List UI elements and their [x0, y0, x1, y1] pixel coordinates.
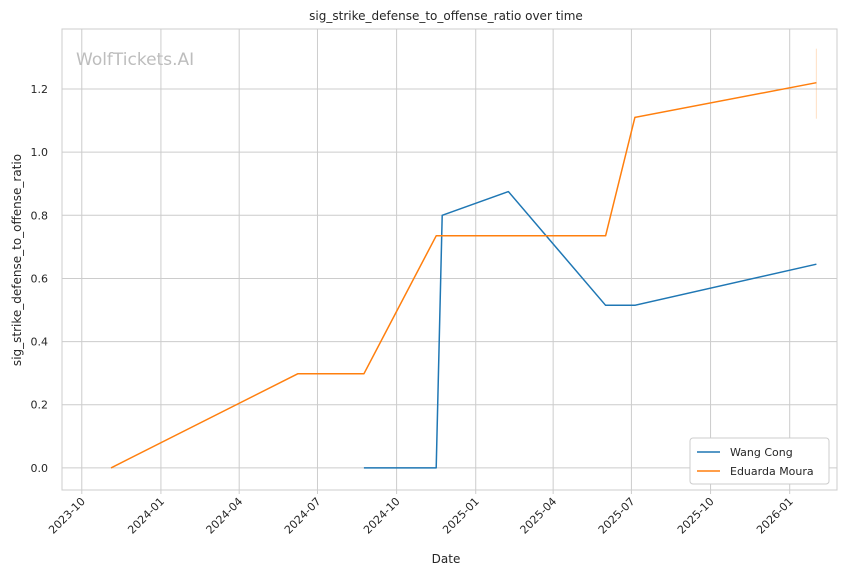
legend-label: Eduarda Moura: [730, 465, 814, 478]
legend: Wang Cong Eduarda Moura: [689, 437, 830, 485]
y-axis-label: sig_strike_defense_to_offense_ratio: [10, 154, 24, 366]
y-tick-label: 1.0: [31, 146, 49, 159]
y-tick-label: 0.8: [31, 209, 49, 222]
watermark: WolfTickets.AI: [76, 50, 194, 70]
y-tick-label: 0.2: [31, 399, 49, 412]
x-axis-label: Date: [432, 552, 461, 566]
grid: [62, 29, 837, 490]
legend-label: Wang Cong: [730, 446, 793, 459]
y-tick-label: 0.0: [31, 462, 49, 475]
series-line-2: [110, 81, 817, 469]
y-tick-label: 0.4: [31, 336, 49, 349]
y-tick-label: 1.2: [31, 83, 49, 96]
series-lines: [110, 48, 817, 469]
y-axis-ticks: 0.0 0.2 0.4 0.6 0.8 1.0 1.2: [31, 83, 49, 475]
series-line-1: [363, 190, 817, 469]
plot-frame: [61, 28, 838, 491]
y-tick-label: 0.6: [31, 272, 49, 285]
plot-border: [61, 28, 838, 491]
legend-box: [689, 437, 830, 485]
chart-title: sig_strike_defense_to_offense_ratio over…: [309, 9, 583, 23]
